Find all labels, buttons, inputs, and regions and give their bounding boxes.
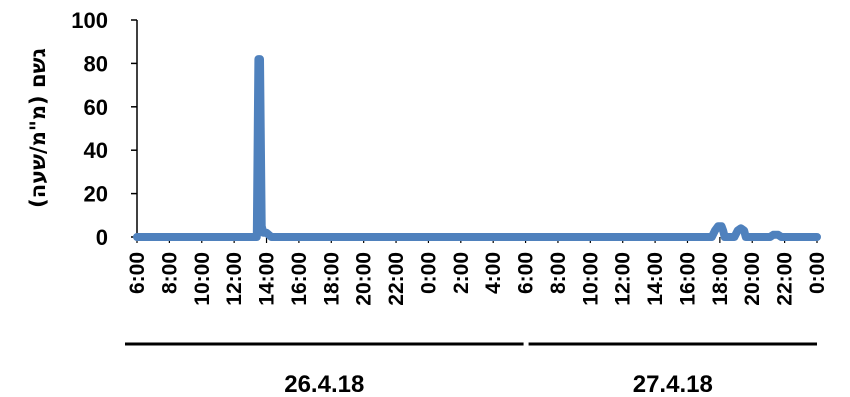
x-tick-label: 8:00 (158, 252, 181, 294)
y-tick-label: 80 (84, 51, 108, 76)
x-tick-label: 14:00 (256, 252, 279, 306)
x-tick-label: 22:00 (774, 252, 797, 306)
x-tick-label: 16:00 (288, 252, 311, 306)
x-tick-label: 20:00 (741, 252, 764, 306)
y-tick-label: 20 (84, 182, 108, 207)
series-layer (133, 55, 821, 241)
date-group-label: 27.4.18 (633, 371, 713, 397)
x-tick-label: 0:00 (417, 252, 440, 294)
x-tick-label: 22:00 (385, 252, 408, 306)
y-tick-label: 60 (84, 95, 108, 120)
x-tick-label: 8:00 (547, 252, 570, 294)
y-tick-label: 0 (96, 225, 108, 250)
x-axis-ticks: 6:00 8:00 10:00 12:00 14:00 16:00 18:00 20:00 22… (126, 237, 829, 306)
x-tick-label: 18:00 (320, 252, 343, 306)
y-tick-label: 100 (71, 8, 108, 33)
x-tick-label: 4:00 (482, 252, 505, 294)
y-axis-title: גשם (מ"מ/שעה) (26, 48, 50, 208)
y-tick-label: 40 (84, 138, 108, 163)
x-tick-label: 12:00 (223, 252, 246, 306)
x-axis-date-groups: 26.4.18 27.4.18 (125, 342, 817, 397)
date-group-label: 26.4.18 (284, 371, 364, 397)
series-line (133, 55, 821, 241)
x-tick-label: 12:00 (612, 252, 635, 306)
x-tick-label: 10:00 (191, 252, 214, 306)
x-tick-label: 0:00 (806, 252, 829, 294)
x-tick-label: 6:00 (126, 252, 149, 294)
y-axis-ticks: 0 20 40 60 80 100 (71, 8, 137, 250)
x-tick-label: 10:00 (579, 252, 602, 306)
x-tick-label: 2:00 (450, 252, 473, 294)
x-tick-label: 6:00 (515, 252, 538, 294)
x-tick-label: 18:00 (709, 252, 732, 306)
x-tick-label: 20:00 (353, 252, 376, 306)
x-tick-label: 14:00 (644, 252, 667, 306)
x-tick-label: 16:00 (676, 252, 699, 306)
